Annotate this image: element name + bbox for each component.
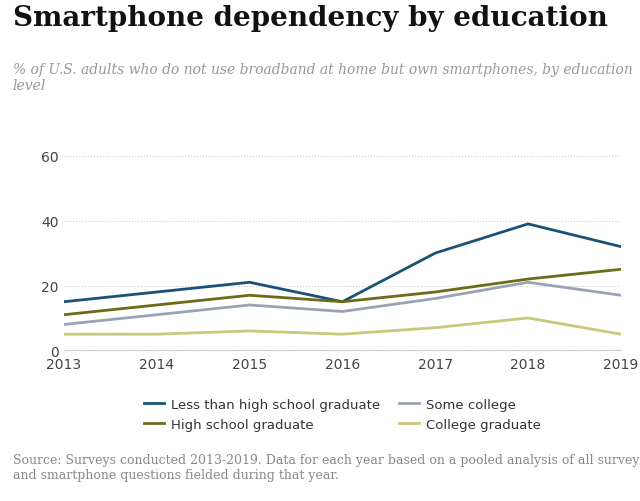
Text: Smartphone dependency by education: Smartphone dependency by education — [13, 5, 607, 32]
Text: Source: Surveys conducted 2013-2019. Data for each year based on a pooled analys: Source: Surveys conducted 2013-2019. Dat… — [13, 453, 640, 481]
Text: % of U.S. adults who do not use broadband at home but own smartphones, by educat: % of U.S. adults who do not use broadban… — [13, 63, 632, 93]
Legend: Less than high school graduate, High school graduate, Some college, College grad: Less than high school graduate, High sch… — [139, 393, 546, 436]
